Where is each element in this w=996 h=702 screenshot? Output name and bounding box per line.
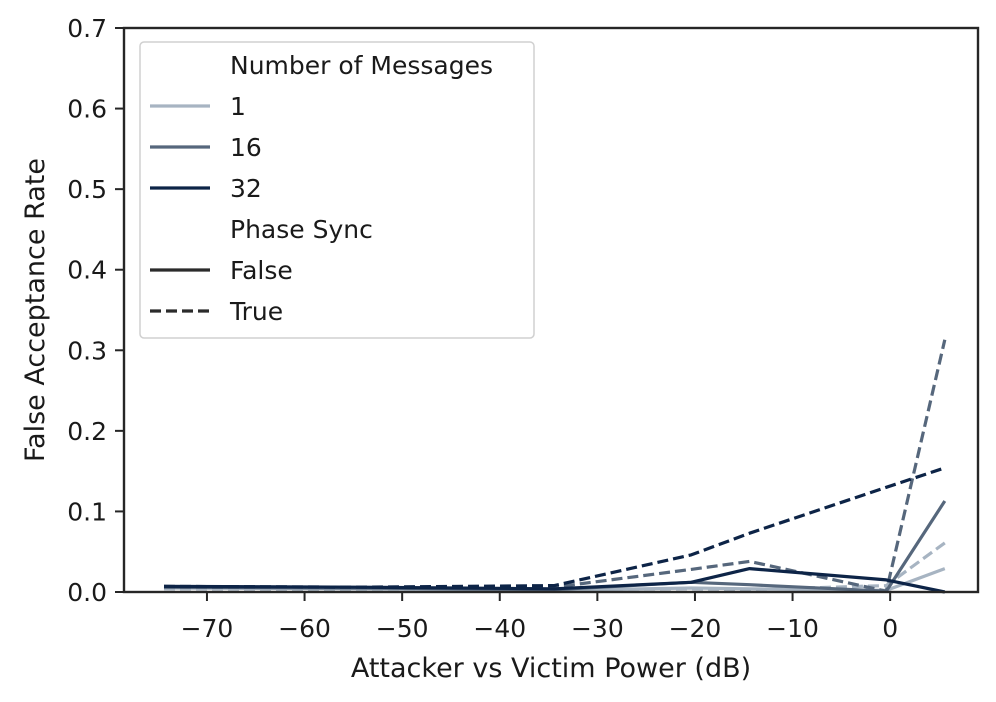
x-tick-label: −40 (473, 614, 526, 643)
legend-label: False (230, 256, 293, 285)
y-tick-label: 0.5 (67, 175, 107, 204)
legend-label: True (229, 297, 283, 326)
x-tick-label: −50 (376, 614, 429, 643)
x-tick-label: −60 (278, 614, 331, 643)
legend: Number of Messages Phase Sync 1 16 32 False… (139, 41, 535, 339)
y-axis: 0.0 0.1 0.2 0.3 0.4 0.5 0.6 0.7 (67, 14, 124, 607)
x-tick-label: −70 (181, 614, 234, 643)
y-tick-label: 0.7 (67, 14, 107, 43)
y-tick-label: 0.4 (67, 256, 107, 285)
x-tick-label: 0 (882, 614, 898, 643)
series-line-32-msgs-phase-true (163, 466, 946, 589)
y-tick-label: 0.6 (67, 95, 107, 124)
x-tick-label: −10 (766, 614, 819, 643)
x-axis: −70 −60 −50 −40 −30 −20 −10 0 (181, 592, 898, 643)
x-tick-label: −20 (669, 614, 722, 643)
y-tick-label: 0.1 (67, 497, 107, 526)
y-tick-label: 0.3 (67, 336, 107, 365)
legend-label: 1 (230, 92, 246, 121)
legend-box (139, 41, 535, 339)
x-tick-label: −30 (571, 614, 624, 643)
legend-label: 32 (230, 174, 262, 203)
y-tick-label: 0.0 (67, 578, 107, 607)
y-tick-label: 0.2 (67, 417, 107, 446)
y-axis-title: False Acceptance Rate (20, 158, 51, 462)
x-axis-title: Attacker vs Victim Power (dB) (351, 653, 751, 684)
plot-frame (122, 26, 980, 594)
legend-label: 16 (230, 133, 262, 162)
legend-title-number-of-messages: Number of Messages (230, 51, 493, 80)
legend-title-phase-sync: Phase Sync (230, 215, 373, 244)
